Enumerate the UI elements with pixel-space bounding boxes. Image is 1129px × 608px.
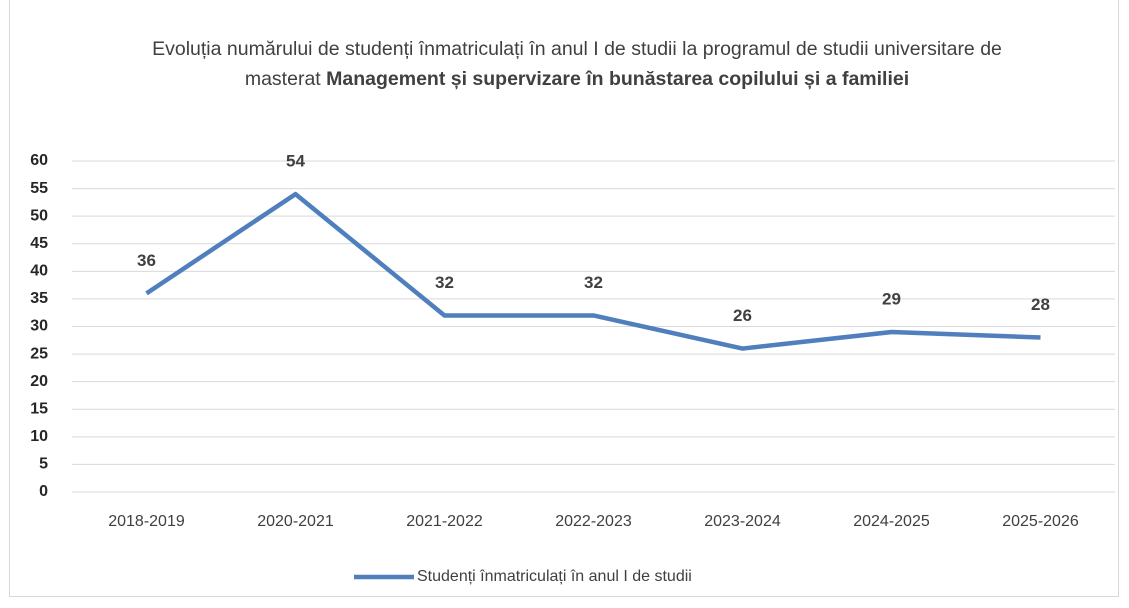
- data-label: 54: [286, 152, 305, 171]
- y-tick-label: 50: [30, 207, 48, 224]
- y-tick-label: 25: [30, 345, 48, 362]
- y-tick-label: 10: [30, 428, 48, 445]
- title-part: Evoluția numărului de studenți înmatricu…: [152, 38, 1002, 90]
- data-label: 26: [733, 306, 752, 325]
- y-tick-label: 55: [30, 180, 48, 197]
- chart-frame: [9, 0, 1119, 597]
- x-tick-label: 2020-2021: [257, 513, 334, 530]
- data-label: 32: [435, 273, 454, 292]
- title-part: Management și supervizare în bunăstarea …: [326, 68, 910, 90]
- y-tick-label: 0: [39, 483, 48, 500]
- data-label: 36: [137, 251, 156, 270]
- legend-label: Studenți înmatriculați în anul I de stud…: [417, 568, 692, 585]
- y-tick-label: 40: [30, 263, 48, 280]
- x-tick-label: 2024-2025: [853, 513, 930, 530]
- data-label: 29: [882, 290, 901, 309]
- data-label: 28: [1031, 295, 1050, 314]
- y-tick-label: 30: [30, 318, 48, 335]
- x-tick-label: 2021-2022: [406, 513, 483, 530]
- y-tick-label: 60: [30, 152, 48, 169]
- x-tick-label: 2025-2026: [1002, 513, 1079, 530]
- y-tick-label: 20: [30, 373, 48, 390]
- y-tick-label: 35: [30, 290, 48, 307]
- x-tick-label: 2018-2019: [108, 513, 185, 530]
- y-tick-label: 5: [39, 456, 48, 473]
- line: [145, 191, 1041, 351]
- chart-title: Evoluția numărului de studenți înmatricu…: [140, 34, 1014, 94]
- data-label: 32: [584, 273, 603, 292]
- x-tick-label: 2022-2023: [555, 513, 632, 530]
- x-tick-label: 2023-2024: [704, 513, 781, 530]
- y-tick-label: 45: [30, 235, 48, 252]
- y-tick-label: 15: [30, 400, 48, 417]
